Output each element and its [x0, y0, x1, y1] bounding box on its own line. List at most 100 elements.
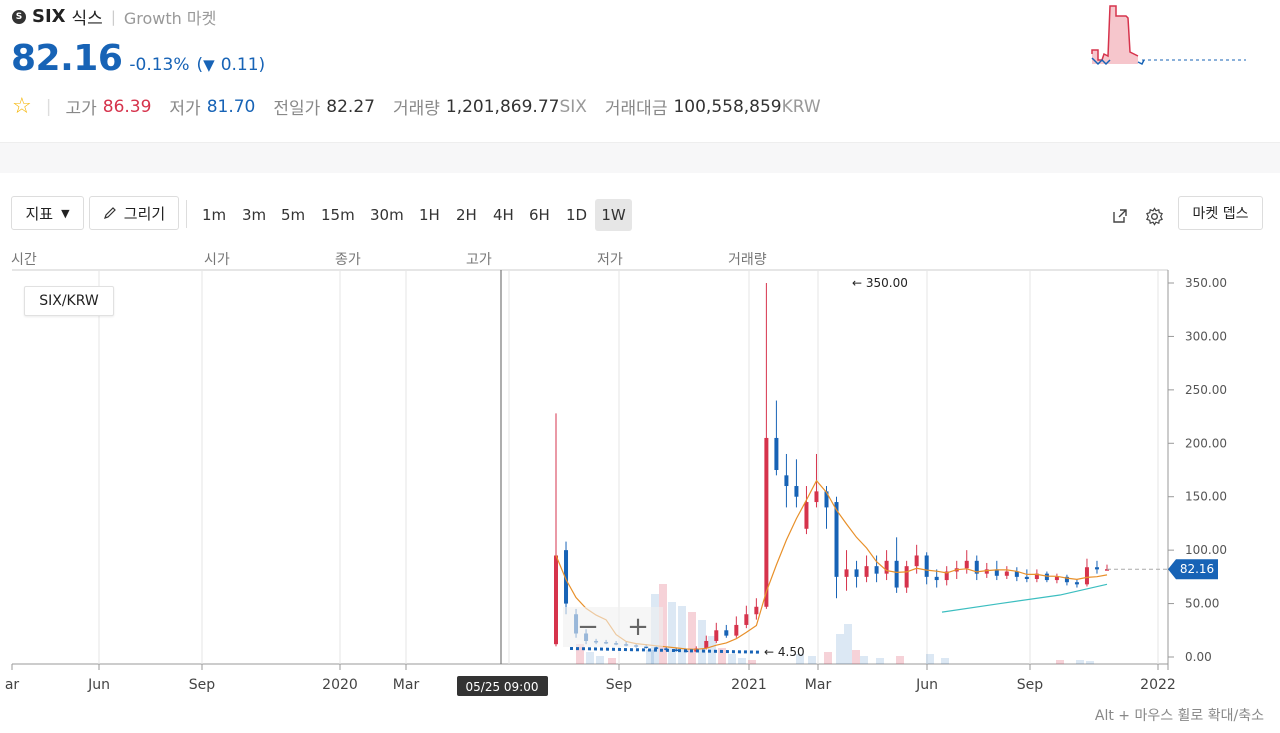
stat-amount-value: 100,558,859: [673, 96, 782, 117]
x-tick-label: 2022: [1140, 677, 1176, 693]
y-tick-label: 350.00: [1185, 276, 1227, 290]
change-paren: (: [196, 55, 204, 75]
timeframe-3m[interactable]: 3m: [242, 206, 267, 224]
candle-body: [974, 560, 979, 574]
volume-bar: [728, 654, 736, 664]
stat-prev-label: 전일가: [273, 99, 321, 119]
x-tick-label: 2020: [322, 677, 358, 693]
max-price-label: ← 350.00: [852, 276, 908, 290]
candle-body: [864, 566, 869, 577]
ticker-header: S SIX 식스 | Growth 마켓 82.16 -0.13% ( ▼ 0.…: [0, 0, 1280, 142]
low-range-dots: [569, 646, 761, 654]
candle-body: [1105, 569, 1109, 571]
timeframe-1d[interactable]: 1D: [566, 206, 588, 224]
last-price-badge: [1168, 559, 1218, 580]
volume-bar: [718, 648, 726, 664]
volume-bar: [576, 644, 584, 664]
timeframe-6h[interactable]: 6H: [529, 206, 550, 224]
min-price-label: ← 4.50: [764, 645, 805, 659]
timeframe-1h[interactable]: 1H: [419, 206, 440, 224]
timeframe-2h[interactable]: 2H: [456, 206, 477, 224]
x-tick-label: 2021: [731, 677, 767, 693]
stat-prev-value: 82.27: [326, 96, 375, 117]
candle-body: [754, 606, 759, 615]
y-tick-label: 150.00: [1185, 490, 1227, 504]
candle-body: [784, 475, 789, 487]
candle-body: [764, 437, 769, 607]
stat-amount-label: 거래대금: [604, 99, 668, 119]
volume-bar: [836, 634, 844, 664]
timeframe-30m[interactable]: 30m: [370, 206, 404, 224]
popout-icon[interactable]: [1111, 207, 1129, 225]
zoom-in-icon[interactable]: +: [627, 612, 649, 642]
x-tick-label: Mar: [805, 677, 832, 693]
mini-depth-bid-area: [1092, 6, 1138, 64]
candle-body: [984, 569, 989, 574]
price-chart[interactable]: 350.00 300.00 250.00 200.00 150.00 100.00 50.0…: [0, 268, 1280, 708]
indicator-button[interactable]: 지표 ▼: [11, 196, 84, 230]
ma-line-teal: [941, 583, 1108, 613]
volume-bar: [586, 652, 594, 664]
zoom-hint: Alt + 마우스 휠로 확대/축소: [1094, 708, 1264, 724]
timeframe-1w[interactable]: 1W: [595, 199, 632, 231]
x-tick-label: Sep: [606, 677, 633, 693]
candle-body: [564, 550, 569, 604]
current-price: 82.16: [11, 38, 123, 79]
candle-body: [934, 576, 939, 581]
candle-body: [874, 566, 879, 574]
y-tick-label: 200.00: [1185, 436, 1227, 450]
market-label: Growth 마켓: [123, 8, 217, 28]
favorite-star-icon[interactable]: ☆: [12, 94, 32, 119]
y-tick-label: 100.00: [1185, 543, 1227, 557]
crosshair-date-label: 05/25 09:00: [466, 680, 539, 694]
crosshair-date-box: [457, 676, 548, 696]
draw-button[interactable]: 그리기: [89, 196, 179, 230]
coin-symbol: SIX: [32, 6, 66, 27]
timeframe-5m[interactable]: 5m: [281, 206, 306, 224]
candle-body: [674, 649, 679, 652]
x-tick-label: Jun: [87, 677, 110, 693]
x-tick-label: Jun: [915, 677, 938, 693]
timeframe-4h[interactable]: 4H: [493, 206, 514, 224]
volume-bar: [646, 650, 654, 664]
draw-label: 그리기: [123, 204, 166, 223]
down-arrow-icon: ▼: [203, 56, 215, 74]
candle-body: [654, 647, 659, 649]
volume-bar: [698, 620, 706, 664]
candle-body: [1044, 573, 1049, 581]
section-gap: [0, 142, 1280, 173]
volume-bar: [926, 654, 934, 664]
price-row: 82.16 -0.13% ( ▼ 0.11): [11, 38, 265, 79]
mini-depth-chart: [1091, 5, 1246, 66]
volume-bar: [808, 656, 816, 664]
volume-bar: [941, 658, 949, 664]
candle-body: [1034, 573, 1039, 579]
timeframe-15m[interactable]: 15m: [321, 206, 355, 224]
volume-bar: [1086, 661, 1094, 664]
y-tick-label: 250.00: [1185, 383, 1227, 397]
mini-depth-ask-line: [1091, 57, 1111, 66]
ohlc-close-label: 종가: [335, 252, 361, 268]
pencil-icon: [103, 207, 116, 219]
timeframe-1m[interactable]: 1m: [202, 206, 227, 224]
ohlc-open-label: 시가: [204, 252, 230, 268]
stat-volume-unit: SIX: [559, 96, 587, 117]
ohlc-high-label: 고가: [466, 252, 492, 268]
caret-down-icon: ▼: [61, 206, 70, 220]
volume-bar: [852, 650, 860, 664]
ohlc-volume-label: 거래량: [728, 252, 767, 268]
zoom-out-icon[interactable]: −: [577, 612, 599, 642]
title-divider: |: [110, 7, 116, 26]
coin-title: S SIX 식스 | Growth 마켓: [12, 4, 216, 29]
volume-bar: [796, 654, 804, 664]
candle-body: [964, 560, 969, 569]
coin-name: 식스: [71, 9, 103, 29]
ohlc-time-label: 시간: [11, 252, 37, 268]
last-price-label: 82.16: [1180, 562, 1214, 576]
candle-body: [744, 614, 749, 625]
market-depth-button[interactable]: 마켓 뎁스: [1178, 196, 1263, 230]
volume-bar: [1076, 660, 1084, 664]
candle-body: [914, 555, 919, 567]
candle-body: [1024, 576, 1029, 579]
settings-gear-icon[interactable]: [1145, 207, 1164, 226]
